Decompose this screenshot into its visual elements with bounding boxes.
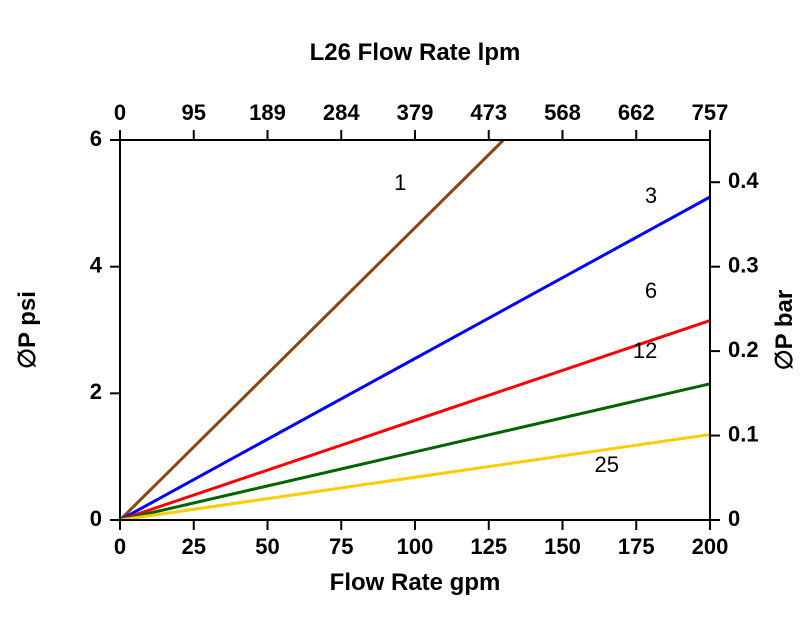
x-top-tick-label: 473 [470, 100, 507, 125]
chart-title: L26 Flow Rate lpm [310, 39, 521, 66]
y-left-tick-label: 2 [90, 379, 102, 404]
x-bottom-tick-label: 150 [544, 534, 581, 559]
x-top-tick-label: 568 [544, 100, 581, 125]
series-label-6: 6 [645, 278, 657, 303]
x-top-tick-label: 379 [397, 100, 434, 125]
series-label-25: 25 [595, 452, 619, 477]
x-top-tick-label: 189 [249, 100, 286, 125]
series-label-1: 1 [394, 170, 406, 195]
series-label-12: 12 [633, 338, 657, 363]
y-right-tick-label: 0.3 [728, 252, 759, 277]
x-bottom-tick-label: 75 [329, 534, 353, 559]
x-top-tick-label: 284 [323, 100, 360, 125]
x-bottom-tick-label: 200 [692, 534, 729, 559]
x-bottom-tick-label: 125 [470, 534, 507, 559]
chart-svg: 1361225025507510012515017520009518928437… [0, 0, 808, 636]
x-bottom-label: Flow Rate gpm [330, 569, 501, 596]
x-bottom-tick-label: 0 [114, 534, 126, 559]
x-top-tick-label: 757 [692, 100, 729, 125]
y-right-tick-label: 0.4 [728, 168, 759, 193]
y-left-tick-label: 4 [90, 252, 103, 277]
x-top-tick-label: 95 [182, 100, 206, 125]
chart-container: 1361225025507510012515017520009518928437… [0, 0, 808, 636]
y-left-label: ∅P psi [14, 291, 41, 369]
y-right-tick-label: 0 [728, 506, 740, 531]
y-right-tick-label: 0.1 [728, 421, 759, 446]
y-right-tick-label: 0.2 [728, 337, 759, 362]
x-bottom-tick-label: 100 [397, 534, 434, 559]
x-bottom-tick-label: 50 [255, 534, 279, 559]
series-label-3: 3 [645, 183, 657, 208]
y-right-label: ∅P bar [771, 290, 798, 371]
x-bottom-tick-label: 175 [618, 534, 655, 559]
x-bottom-tick-label: 25 [182, 534, 206, 559]
y-left-tick-label: 6 [90, 126, 102, 151]
x-top-tick-label: 0 [114, 100, 126, 125]
x-top-tick-label: 662 [618, 100, 655, 125]
y-left-tick-label: 0 [90, 506, 102, 531]
